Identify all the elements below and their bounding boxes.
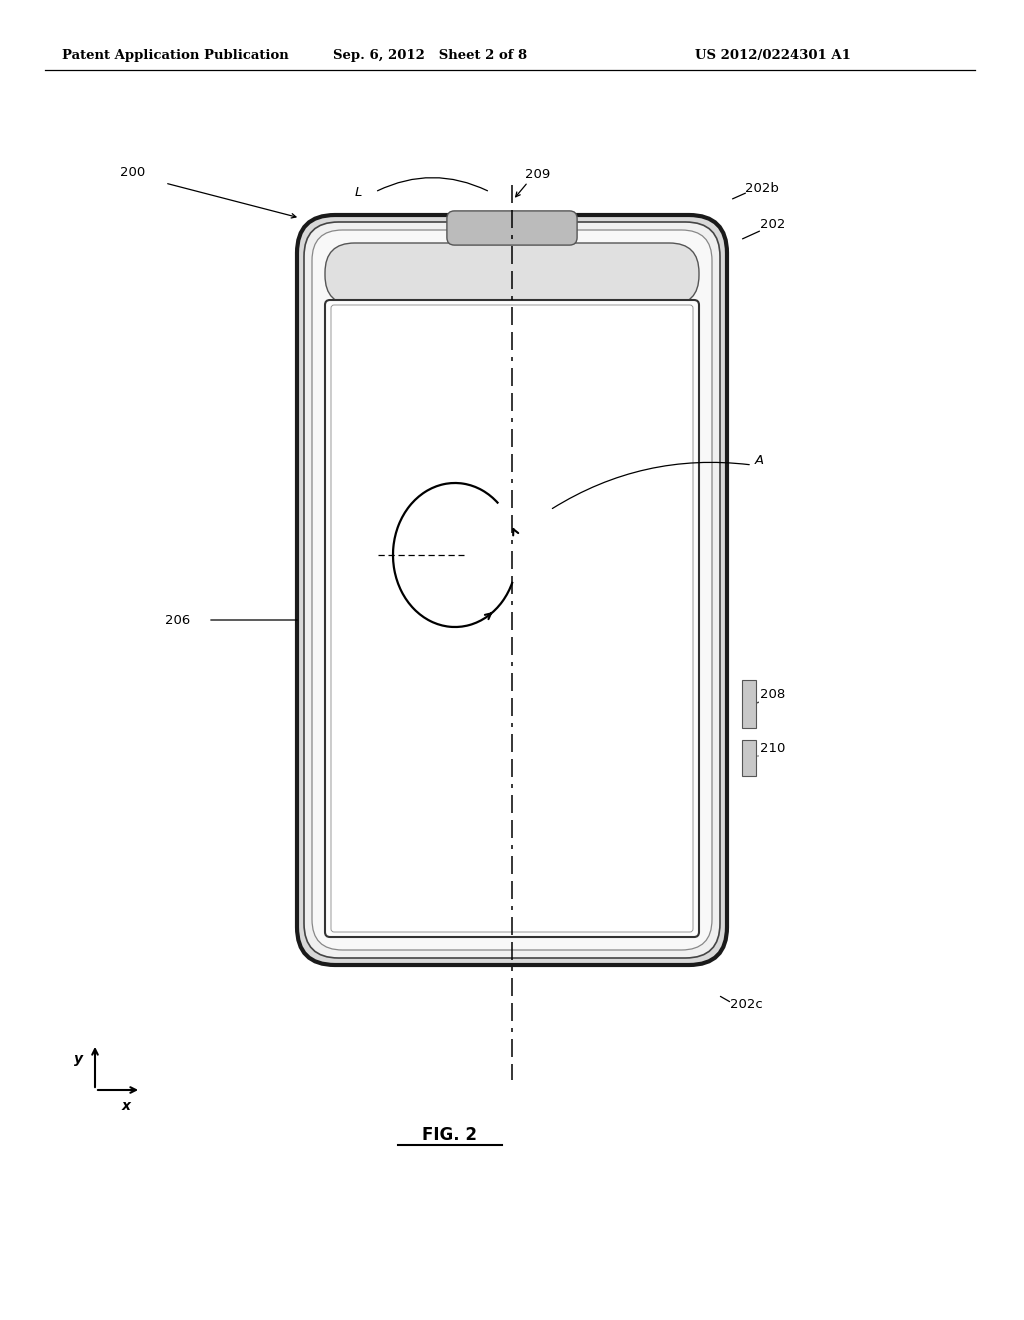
FancyBboxPatch shape — [312, 230, 712, 950]
Text: 202b: 202b — [745, 181, 779, 194]
Bar — [742, 680, 756, 729]
Bar — [742, 741, 756, 776]
FancyBboxPatch shape — [325, 243, 699, 305]
Text: y: y — [75, 1052, 84, 1067]
Text: 210: 210 — [760, 742, 785, 755]
Text: 202c: 202c — [730, 998, 763, 1011]
FancyBboxPatch shape — [297, 215, 727, 965]
Text: 208: 208 — [760, 688, 785, 701]
Text: 209: 209 — [525, 169, 550, 181]
FancyBboxPatch shape — [331, 305, 693, 932]
Text: A: A — [755, 454, 764, 466]
FancyBboxPatch shape — [304, 222, 720, 958]
FancyBboxPatch shape — [446, 211, 578, 246]
FancyBboxPatch shape — [325, 300, 699, 937]
Text: 202: 202 — [760, 219, 785, 231]
Text: 206: 206 — [165, 614, 190, 627]
Text: FIG. 2: FIG. 2 — [423, 1126, 477, 1144]
Text: x: x — [122, 1100, 130, 1113]
Text: US 2012/0224301 A1: US 2012/0224301 A1 — [695, 49, 851, 62]
Text: Sep. 6, 2012   Sheet 2 of 8: Sep. 6, 2012 Sheet 2 of 8 — [333, 49, 527, 62]
Text: Patent Application Publication: Patent Application Publication — [62, 49, 289, 62]
Text: L: L — [354, 186, 361, 198]
Text: 200: 200 — [120, 166, 145, 180]
